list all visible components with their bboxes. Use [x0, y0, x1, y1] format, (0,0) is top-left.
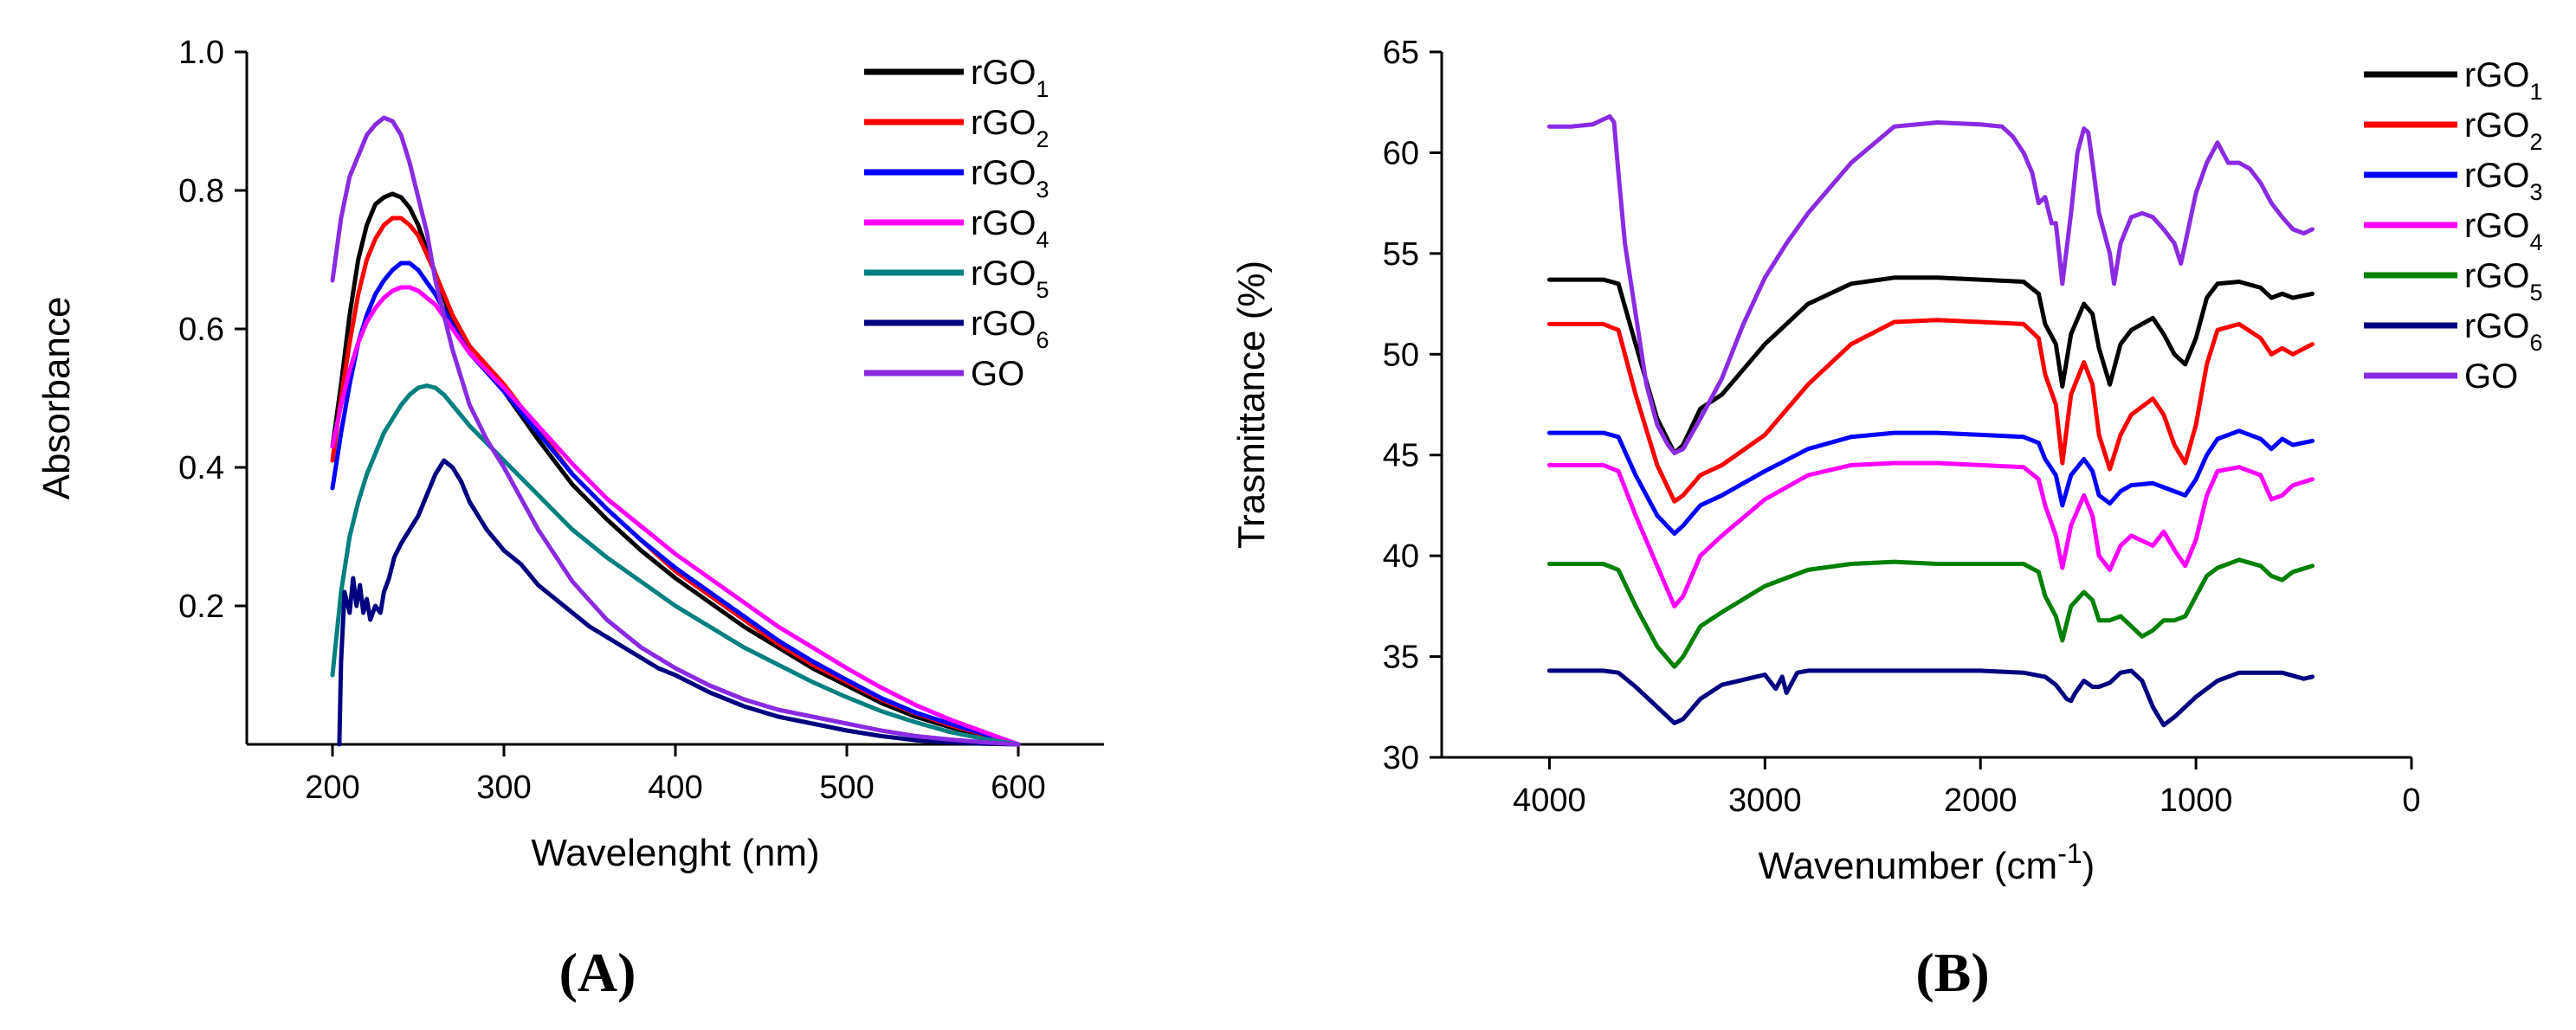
x-axis-title-end: ) — [2082, 845, 2095, 887]
x-tick-label: 200 — [305, 769, 359, 806]
legend-label: rGO6 — [2464, 307, 2543, 356]
legend-label: rGO2 — [2464, 106, 2543, 155]
legend-label-subscript: 6 — [1036, 327, 1049, 353]
legend-label: rGO6 — [971, 305, 1049, 353]
series-line-rgo3 — [1546, 428, 2315, 536]
legend-label-subscript: 5 — [2530, 280, 2543, 306]
series-line-rgo6 — [1546, 668, 2315, 728]
legend-label: rGO4 — [971, 204, 1049, 253]
y-tick-label: 0.8 — [178, 173, 224, 209]
legend-label-subscript: 2 — [2530, 129, 2543, 155]
series-line-rgo2 — [1546, 318, 2315, 504]
legend-label-subscript: 3 — [1036, 177, 1049, 203]
legend-label: rGO5 — [971, 254, 1049, 303]
y-tick-label: 45 — [1383, 438, 1419, 474]
legend-label-subscript: 6 — [2530, 330, 2543, 356]
series-line-rgo4 — [1546, 460, 2315, 608]
x-tick-label: 4000 — [1513, 782, 1586, 819]
y-tick-label: 40 — [1383, 538, 1419, 575]
y-tick-label: 35 — [1383, 640, 1419, 676]
y-tick-label: 55 — [1383, 236, 1419, 273]
x-tick-label: 400 — [648, 769, 702, 806]
y-tick-label: 0.4 — [178, 450, 224, 486]
y-tick-label: 60 — [1383, 135, 1419, 171]
y-tick-label: 65 — [1383, 35, 1419, 71]
legend-label: rGO4 — [2464, 207, 2543, 255]
legend-label: rGO1 — [2464, 56, 2543, 105]
y-axis-title: Trasmittance (%) — [1230, 261, 1273, 549]
legend-label-subscript: 4 — [2530, 229, 2543, 255]
legend-label-subscript: 1 — [1036, 76, 1049, 102]
series-line-go — [330, 115, 1021, 747]
x-axis-title: Wavelenght (nm) — [531, 832, 819, 874]
y-tick-label: 0.6 — [178, 312, 224, 348]
legend-label: GO — [971, 355, 1024, 393]
x-tick-label: 500 — [819, 769, 874, 806]
series-line-rgo3 — [330, 261, 1021, 747]
legend-label-subscript: 3 — [2530, 179, 2543, 205]
x-tick-label: 300 — [476, 769, 531, 806]
series-line-rgo6 — [337, 458, 1021, 747]
x-tick-label: 1000 — [2160, 782, 2233, 819]
legend-label: rGO2 — [971, 104, 1049, 152]
x-tick-label: 3000 — [1728, 782, 1802, 819]
y-tick-label: 50 — [1383, 337, 1419, 373]
series-line-rgo4 — [330, 285, 1021, 747]
legend-label: rGO3 — [2464, 157, 2543, 205]
series-line-rgo5 — [1546, 557, 2315, 669]
legend-label: rGO1 — [971, 54, 1049, 102]
series-line-rgo1 — [1546, 275, 2315, 455]
panel-label: (B) — [1915, 942, 1989, 1003]
y-tick-label: 30 — [1383, 740, 1419, 776]
x-axis-title: Wavenumber (cm-1) — [1759, 838, 2095, 887]
x-tick-label: 2000 — [1944, 782, 2018, 819]
x-axis-title-superscript: -1 — [2057, 838, 2082, 869]
panel-a-absorbance-chart: 0.2 0.4 0.6 0.8 1.0 200 300 400 500 600 Wavelenght… — [36, 35, 1104, 1003]
panel-label: (A) — [559, 942, 636, 1003]
x-tick-label: 600 — [991, 769, 1045, 806]
legend-label: GO — [2464, 357, 2518, 396]
legend-label-subscript: 2 — [1036, 126, 1049, 152]
series-line-go — [1546, 114, 2315, 455]
y-axis-title: Absorbance — [36, 297, 78, 500]
legend-label-subscript: 4 — [1036, 227, 1049, 253]
legend-label: rGO3 — [971, 154, 1049, 203]
legend-label: rGO5 — [2464, 257, 2543, 306]
legend-label-subscript: 1 — [2530, 79, 2543, 105]
y-tick-label: 1.0 — [178, 35, 224, 71]
series-line-rgo1 — [330, 191, 1021, 747]
x-tick-label: 0 — [2402, 782, 2420, 819]
y-tick-label: 0.2 — [178, 589, 224, 625]
legend-label-subscript: 5 — [1036, 277, 1049, 303]
